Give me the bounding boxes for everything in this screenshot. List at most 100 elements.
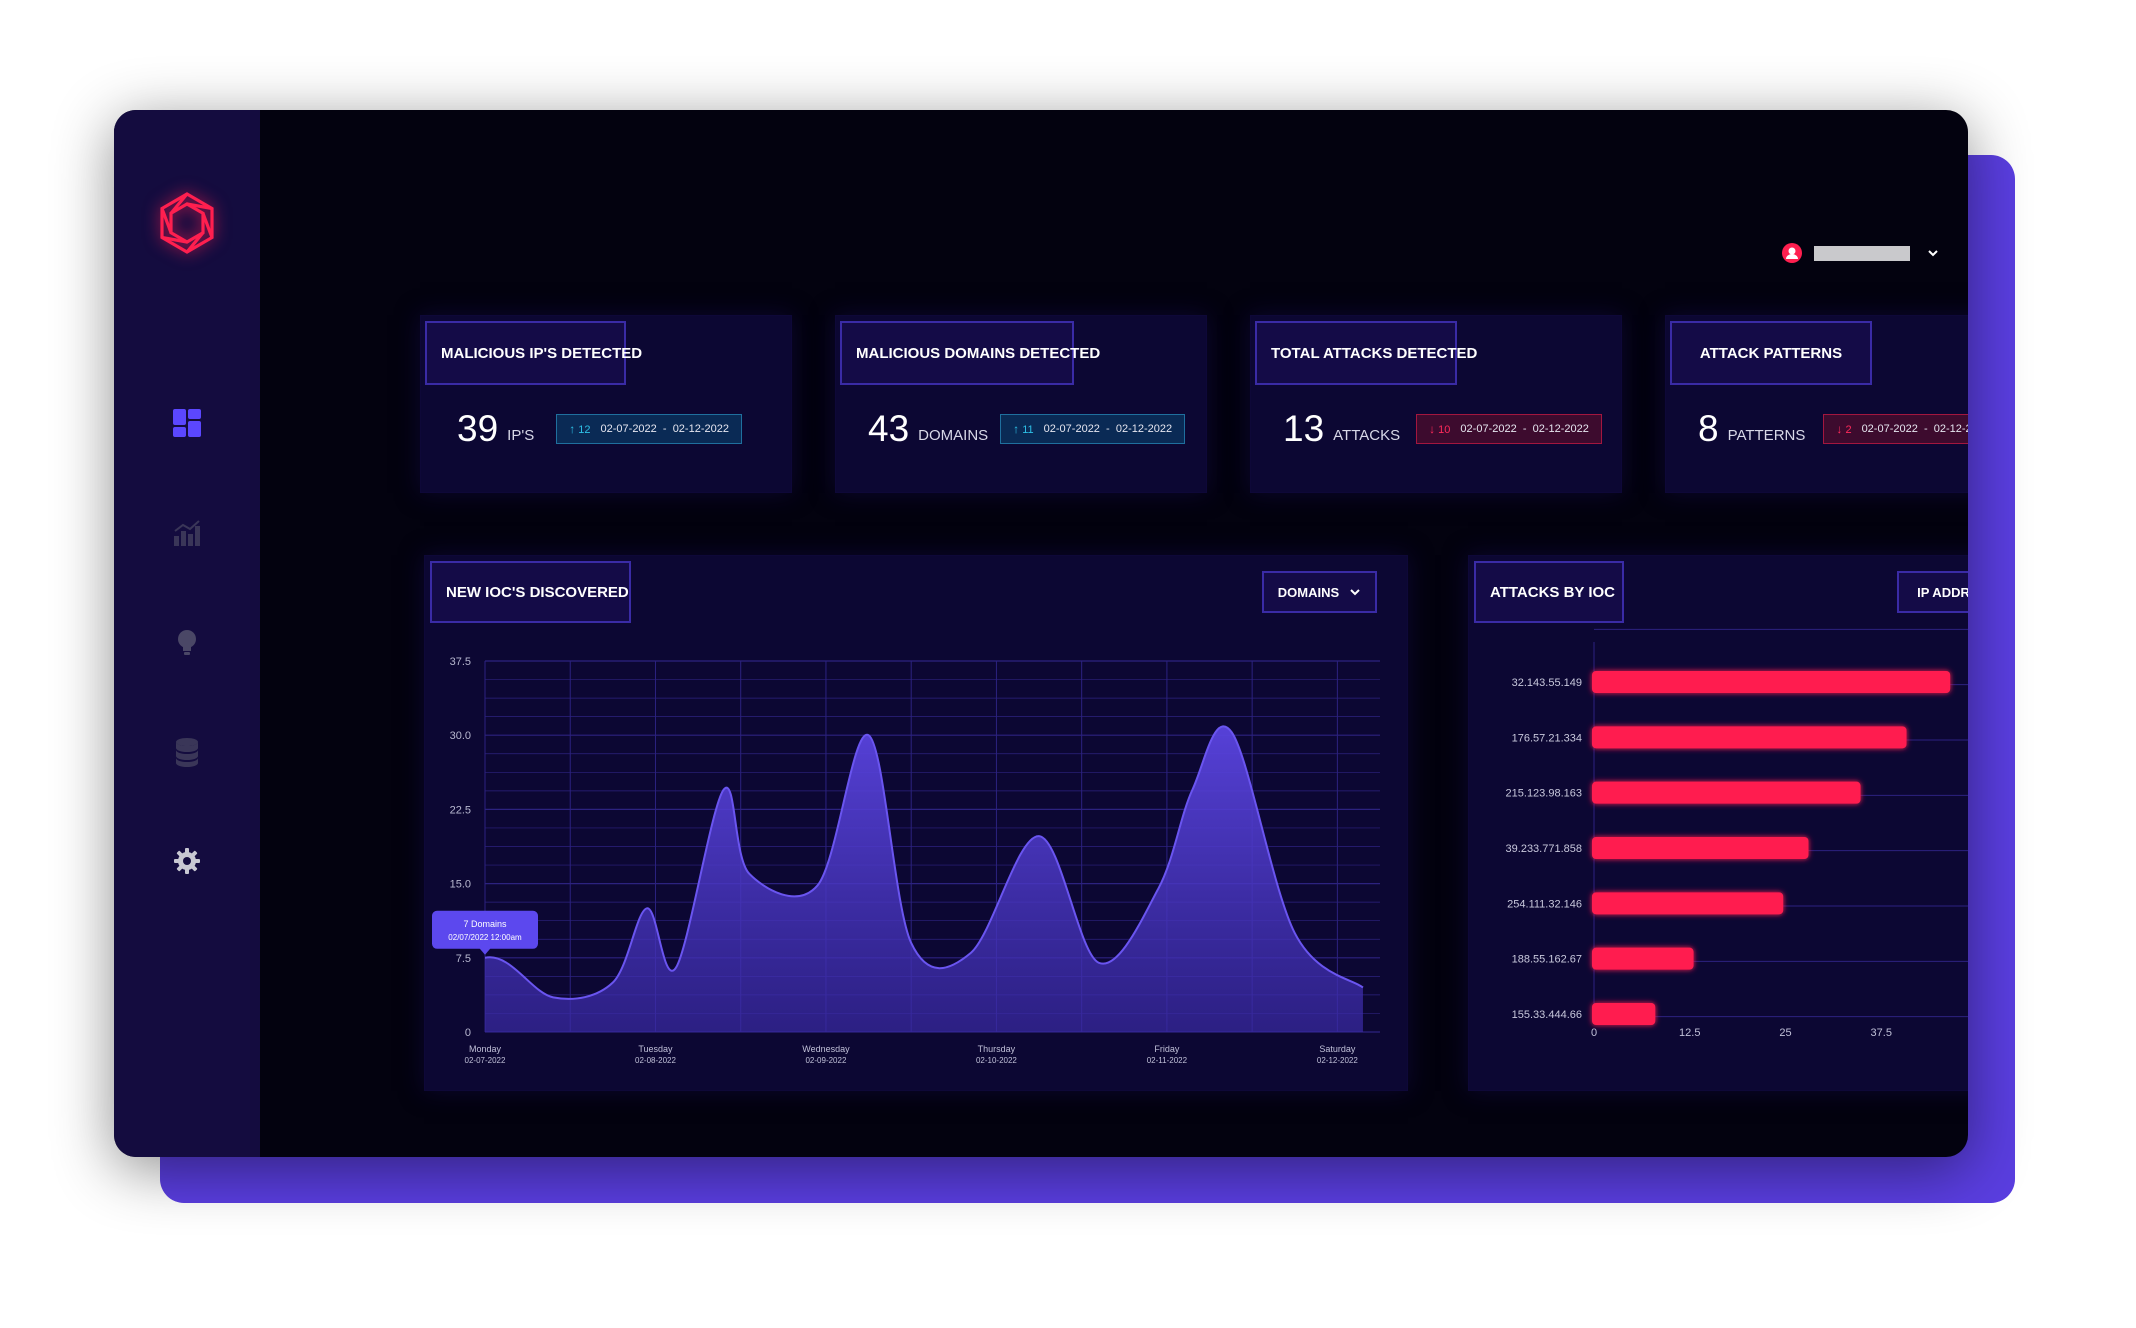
stat-card-attack-patterns: ATTACK PATTERNS 8 PATTERNS ↓ 2 02-07-202… bbox=[1665, 315, 1968, 493]
arrow-down-icon: ↓ bbox=[1429, 422, 1436, 436]
tooltip-value: 7 Domains bbox=[463, 919, 507, 929]
y-tick-label: 30.0 bbox=[450, 730, 471, 742]
y-tick-label: 7.5 bbox=[456, 953, 471, 965]
user-name bbox=[1814, 245, 1910, 261]
ioc-area-chart: 0 7.5 15.0 22.5 30.0 37.5 Monday 02-07-2022 Tues… bbox=[432, 656, 1380, 1065]
database-icon bbox=[176, 738, 198, 767]
bar bbox=[1592, 726, 1907, 749]
arrow-up-icon: ↑ bbox=[1013, 422, 1020, 436]
bar-category-label: 39.233.771.858 bbox=[1506, 843, 1582, 855]
y-tick-label: 15.0 bbox=[450, 879, 471, 891]
x-tick-label: 25 bbox=[1779, 1027, 1791, 1039]
x-tick-date: 02-10-2022 bbox=[976, 1056, 1017, 1065]
bar bbox=[1592, 947, 1694, 970]
card-title: ATTACK PATTERNS bbox=[1670, 321, 1872, 385]
app-window: MALICIOUS IP'S DETECTED 39 IP'S ↑ 12 02-… bbox=[114, 110, 1968, 1157]
x-tick-day: Thursday bbox=[978, 1044, 1016, 1054]
stat-unit: DOMAINS bbox=[918, 426, 989, 444]
sidebar-item-insights[interactable] bbox=[162, 617, 212, 667]
bar-category-label: 32.143.55.149 bbox=[1512, 677, 1582, 689]
stat-value: 13 bbox=[1283, 408, 1325, 449]
stat-card-malicious-ips: MALICIOUS IP'S DETECTED 39 IP'S ↑ 12 02-… bbox=[420, 315, 792, 493]
sidebar-item-settings[interactable] bbox=[162, 836, 212, 886]
bar-category-label: 155.33.444.66 bbox=[1512, 1009, 1582, 1021]
x-tick-label: 12.5 bbox=[1679, 1027, 1700, 1039]
panel-title: NEW IOC'S DISCOVERED bbox=[430, 561, 631, 623]
ioc-type-dropdown[interactable]: DOMAINS bbox=[1262, 571, 1377, 613]
x-tick-label: 37.5 bbox=[1871, 1027, 1892, 1039]
stat-change: 10 bbox=[1438, 424, 1451, 436]
stat-trend-badge: ↑ 11 02-07-2022 - 02-12-2022 bbox=[1000, 414, 1186, 444]
x-tick-date: 02-12-2022 bbox=[1317, 1056, 1358, 1065]
stat-trend-badge: ↓ 2 02-07-2022 - 02-12-2022 bbox=[1823, 414, 1968, 444]
y-tick-label: 37.5 bbox=[450, 656, 471, 668]
stat-unit: IP'S bbox=[507, 426, 535, 444]
sidebar-item-analytics[interactable] bbox=[162, 508, 212, 558]
gear-icon bbox=[174, 848, 200, 874]
ioc-filter-dropdown[interactable]: IP ADDR bbox=[1897, 571, 1968, 613]
date-range: 02-07-2022 - 02-12-2022 bbox=[1861, 423, 1968, 435]
y-tick-label: 0 bbox=[465, 1027, 471, 1039]
stat-card-total-attacks: TOTAL ATTACKS DETECTED 13 ATTACKS ↓ 10 0… bbox=[1250, 315, 1622, 493]
x-tick-day: Saturday bbox=[1319, 1044, 1356, 1054]
panel-title: ATTACKS BY IOC bbox=[1474, 561, 1624, 623]
main-content: MALICIOUS IP'S DETECTED 39 IP'S ↑ 12 02-… bbox=[260, 110, 1968, 1157]
stat-value: 8 bbox=[1698, 408, 1719, 449]
area-line bbox=[485, 725, 1364, 1000]
x-tick-date: 02-07-2022 bbox=[465, 1056, 506, 1065]
user-menu[interactable] bbox=[1782, 243, 1940, 263]
stat-card-malicious-domains: MALICIOUS DOMAINS DETECTED 43 DOMAINS ↑ … bbox=[835, 315, 1207, 493]
arrow-up-icon: ↑ bbox=[569, 422, 576, 436]
bar-category-label: 188.55.162.67 bbox=[1512, 954, 1582, 966]
dashboard-grid-icon bbox=[173, 409, 201, 437]
stat-trend-badge: ↓ 10 02-07-2022 - 02-12-2022 bbox=[1416, 414, 1602, 444]
bar bbox=[1592, 781, 1861, 804]
chart-tooltip: 7 Domains 02/07/2022 12:00am bbox=[432, 910, 538, 955]
bar bbox=[1592, 671, 1951, 693]
dropdown-value: IP ADDR bbox=[1917, 584, 1968, 600]
x-tick-day: Wednesday bbox=[802, 1044, 850, 1054]
bar-category-label: 254.111.32.146 bbox=[1507, 898, 1582, 910]
dropdown-value: DOMAINS bbox=[1277, 584, 1340, 600]
x-tick-label: 0 bbox=[1591, 1027, 1597, 1039]
stat-value: 43 bbox=[868, 408, 910, 449]
area-fill bbox=[485, 726, 1363, 1032]
card-title: MALICIOUS DOMAINS DETECTED bbox=[840, 321, 1100, 385]
stat-change: 12 bbox=[578, 424, 591, 436]
chevron-down-icon[interactable] bbox=[1926, 246, 1940, 260]
user-avatar-icon bbox=[1782, 243, 1802, 263]
chevron-down-icon bbox=[1350, 589, 1360, 596]
arrow-down-icon: ↓ bbox=[1836, 422, 1843, 436]
bar-category-label: 176.57.21.334 bbox=[1512, 732, 1582, 744]
sidebar-item-database[interactable] bbox=[162, 727, 212, 777]
bar bbox=[1592, 892, 1784, 915]
x-tick-day: Monday bbox=[469, 1044, 502, 1054]
bar bbox=[1592, 1003, 1656, 1025]
stat-unit: PATTERNS bbox=[1727, 426, 1806, 444]
bar bbox=[1592, 837, 1809, 859]
date-range: 02-07-2022 - 02-12-2022 bbox=[1460, 423, 1589, 435]
hexagon-logo-icon bbox=[154, 190, 220, 256]
tooltip-date: 02/07/2022 12:00am bbox=[448, 933, 522, 942]
bar-category-label: 215.123.98.163 bbox=[1506, 788, 1582, 800]
attacks-by-ioc-panel: ATTACKS BY IOC IP ADDR 32.143.55.149 176.… bbox=[1468, 555, 1968, 1091]
bar-chart-icon bbox=[174, 520, 200, 546]
sidebar bbox=[114, 110, 260, 1157]
x-tick-date: 02-11-2022 bbox=[1147, 1056, 1188, 1065]
stat-change: 2 bbox=[1845, 424, 1852, 436]
stat-value: 39 bbox=[457, 408, 499, 449]
attacks-bar-chart: 32.143.55.149 176.57.21.334 215.123.98.163… bbox=[1506, 628, 1968, 1039]
x-tick-day: Friday bbox=[1154, 1044, 1180, 1054]
sidebar-item-dashboard[interactable] bbox=[162, 398, 212, 448]
stat-trend-badge: ↑ 12 02-07-2022 - 02-12-2022 bbox=[556, 414, 742, 444]
card-title: MALICIOUS IP'S DETECTED bbox=[425, 321, 642, 385]
ioc-discovered-panel: NEW IOC'S DISCOVERED DOMAINS 0 7.5 15.0 22.… bbox=[424, 555, 1408, 1091]
date-range: 02-07-2022 - 02-12-2022 bbox=[600, 423, 729, 435]
x-tick-day: Tuesday bbox=[638, 1044, 673, 1054]
card-title: TOTAL ATTACKS DETECTED bbox=[1255, 321, 1477, 385]
x-tick-date: 02-09-2022 bbox=[805, 1056, 846, 1065]
x-tick-date: 02-08-2022 bbox=[635, 1056, 676, 1065]
y-tick-label: 22.5 bbox=[450, 804, 471, 816]
lightbulb-icon bbox=[178, 630, 196, 655]
stat-unit: ATTACKS bbox=[1333, 426, 1401, 444]
